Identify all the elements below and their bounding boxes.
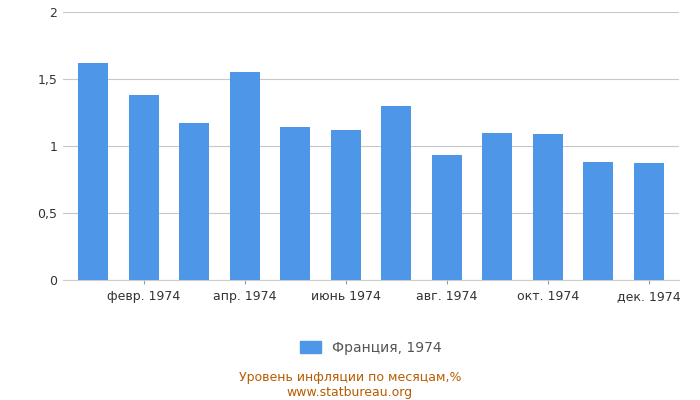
Bar (280, 127, 310, 280)
Bar (482, 132, 512, 280)
Bar (533, 134, 563, 280)
Bar (583, 162, 613, 280)
Text: www.statbureau.org: www.statbureau.org (287, 386, 413, 399)
Bar (230, 72, 260, 280)
Bar (179, 123, 209, 280)
Bar (330, 130, 361, 280)
Legend: Франция, 1974: Франция, 1974 (295, 335, 447, 360)
Text: Уровень инфляции по месяцам,%: Уровень инфляции по месяцам,% (239, 372, 461, 384)
Bar (432, 155, 462, 280)
Bar (634, 164, 664, 280)
Bar (129, 95, 159, 280)
Bar (381, 106, 412, 280)
Bar (78, 63, 108, 280)
